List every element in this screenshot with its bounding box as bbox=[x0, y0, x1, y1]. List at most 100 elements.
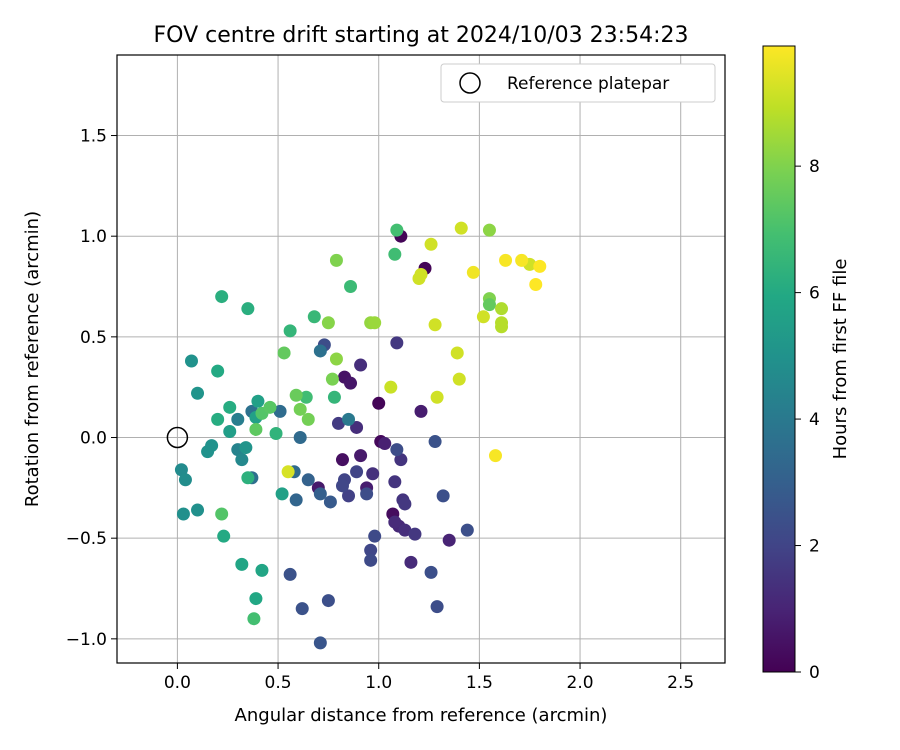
data-point bbox=[307, 310, 321, 324]
data-point bbox=[235, 557, 249, 571]
data-point bbox=[408, 527, 422, 541]
x-axis-ticks: 0.0 0.5 1.0 1.5 2.0 2.5 bbox=[164, 663, 694, 693]
data-point bbox=[211, 364, 225, 378]
data-point bbox=[235, 453, 249, 467]
x-axis-label: Angular distance from reference (arcmin) bbox=[235, 705, 608, 726]
colorbar-tick-label: 4 bbox=[809, 410, 820, 430]
data-point bbox=[368, 529, 382, 543]
data-point bbox=[515, 253, 529, 267]
data-point bbox=[321, 594, 335, 608]
x-tick-label: 1.5 bbox=[466, 673, 493, 693]
data-point bbox=[342, 412, 356, 426]
data-point bbox=[249, 592, 263, 606]
data-point bbox=[301, 473, 315, 487]
data-point bbox=[293, 431, 307, 445]
x-tick-label: 0.5 bbox=[265, 673, 292, 693]
data-point bbox=[321, 316, 335, 330]
data-point bbox=[495, 302, 509, 316]
data-point bbox=[231, 412, 245, 426]
data-point bbox=[388, 515, 402, 529]
x-tick-label: 2.5 bbox=[667, 673, 694, 693]
data-point bbox=[488, 449, 502, 463]
y-tick-label: 0.5 bbox=[80, 328, 107, 348]
data-point bbox=[289, 493, 303, 507]
data-point bbox=[529, 278, 543, 292]
colorbar-tick-label: 8 bbox=[809, 157, 820, 177]
y-tick-label: 1.5 bbox=[80, 127, 107, 147]
data-point bbox=[249, 422, 263, 436]
data-point bbox=[342, 489, 356, 503]
data-point bbox=[442, 533, 456, 547]
data-point bbox=[191, 503, 205, 517]
data-point bbox=[178, 473, 192, 487]
data-point bbox=[283, 567, 297, 581]
data-point bbox=[390, 443, 404, 457]
data-point bbox=[329, 253, 343, 267]
data-point bbox=[295, 602, 309, 616]
colorbar-label: Hours from first FF file bbox=[830, 259, 851, 460]
data-point bbox=[424, 237, 438, 251]
data-point bbox=[281, 465, 295, 479]
data-point bbox=[350, 465, 364, 479]
data-point bbox=[499, 253, 513, 267]
data-point bbox=[394, 453, 408, 467]
data-point bbox=[313, 636, 327, 650]
x-tick-label: 2.0 bbox=[567, 673, 594, 693]
data-point bbox=[241, 471, 255, 485]
data-point bbox=[428, 435, 442, 449]
data-point bbox=[430, 600, 444, 614]
data-point bbox=[239, 441, 253, 455]
y-axis-ticks: −1.0 −0.5 0.0 0.5 1.0 1.5 bbox=[66, 127, 117, 650]
data-point bbox=[344, 280, 358, 294]
data-points bbox=[174, 221, 547, 650]
data-point bbox=[205, 439, 219, 453]
legend-label: Reference platepar bbox=[507, 74, 669, 94]
colorbar: 0 2 4 6 8 Hours from first FF file bbox=[762, 45, 851, 683]
data-point bbox=[368, 316, 382, 330]
data-point bbox=[289, 388, 303, 402]
data-point bbox=[398, 523, 412, 537]
data-point bbox=[255, 563, 269, 577]
data-point bbox=[263, 400, 277, 414]
y-axis-label: Rotation from reference (arcmin) bbox=[22, 211, 43, 507]
data-point bbox=[390, 223, 404, 237]
data-point bbox=[430, 390, 444, 404]
data-point bbox=[414, 404, 428, 418]
data-point bbox=[223, 424, 237, 438]
data-point bbox=[301, 412, 315, 426]
data-point bbox=[215, 507, 229, 521]
data-point bbox=[283, 324, 297, 338]
data-point bbox=[176, 507, 190, 521]
y-tick-label: −0.5 bbox=[66, 529, 107, 549]
data-point bbox=[476, 310, 490, 324]
x-tick-label: 0.0 bbox=[164, 673, 191, 693]
data-point bbox=[398, 497, 412, 511]
data-point bbox=[251, 394, 265, 408]
data-point bbox=[335, 479, 349, 493]
data-point bbox=[277, 346, 291, 360]
legend: Reference platepar bbox=[440, 63, 716, 103]
data-point bbox=[404, 555, 418, 569]
data-point bbox=[378, 437, 392, 451]
data-point bbox=[241, 302, 255, 316]
grid-lines bbox=[117, 55, 725, 663]
data-point bbox=[424, 565, 438, 579]
reference-marker bbox=[166, 426, 189, 449]
colorbar-tick-label: 0 bbox=[809, 663, 820, 683]
colorbar-gradient bbox=[762, 45, 796, 673]
legend-marker-icon bbox=[459, 72, 481, 94]
data-point bbox=[331, 416, 345, 430]
data-point bbox=[191, 386, 205, 400]
data-point bbox=[327, 390, 341, 404]
data-point bbox=[329, 352, 343, 366]
data-point bbox=[364, 543, 378, 557]
data-point bbox=[215, 290, 229, 304]
data-point bbox=[460, 523, 474, 537]
y-tick-label: 1.0 bbox=[80, 227, 107, 247]
data-point bbox=[184, 354, 198, 368]
data-point bbox=[293, 402, 307, 416]
data-point bbox=[388, 475, 402, 489]
data-point bbox=[313, 344, 327, 358]
y-tick-label: 0.0 bbox=[80, 429, 107, 449]
